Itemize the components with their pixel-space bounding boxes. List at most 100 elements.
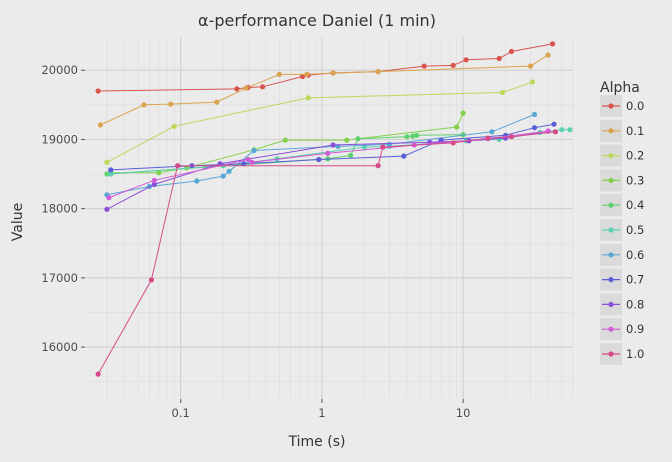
legend-key-marker [608,252,614,258]
data-point [148,277,154,283]
data-point [567,127,573,133]
data-point [355,136,361,142]
series-1.0 [95,129,559,377]
data-point [251,147,257,154]
data-point [260,84,266,90]
legend-key-marker [608,326,614,332]
y-tick-label: 16000 [41,340,78,354]
data-point [463,57,469,63]
plot-panel [85,37,573,399]
data-point [95,88,101,94]
y-axis-title: Value [10,203,26,241]
data-point [141,102,147,108]
data-point [104,159,110,165]
legend-label: 0.6 [626,248,644,262]
legend-label: 0.0 [626,99,644,113]
legend-label: 1.0 [626,347,644,361]
data-point [276,71,282,77]
data-point [348,152,354,158]
data-point [151,177,157,183]
data-point [274,156,280,162]
x-axis-title: Time (s) [288,434,346,450]
data-point [194,178,200,184]
data-point [330,142,336,148]
data-point [151,181,157,187]
x-tick-label: 10 [456,406,471,420]
data-point [330,70,336,76]
data-point [401,153,407,159]
legend-key-marker [608,277,614,283]
legend-item: 0.0 [600,95,644,117]
data-point [496,55,502,62]
data-point [380,144,386,150]
data-point [531,125,538,131]
data-point [529,79,536,85]
legend-label: 0.4 [626,198,644,212]
legend-title: Alpha [600,80,640,96]
data-point [527,63,534,69]
legend-item: 0.9 [600,318,644,341]
legend-item: 0.5 [600,219,644,241]
legend-item: 0.6 [600,243,644,266]
legend-items: 0.0 0.1 0.2 0.3 0.4 0.5 0.6 0.7 0.8 0.9 1.0 [600,95,644,365]
legend-label: 0.5 [626,223,644,237]
data-point [489,129,495,135]
data-point [404,134,410,140]
data-point [552,129,559,135]
data-point [95,371,101,377]
data-point [414,132,420,138]
y-tick-label: 17000 [41,271,78,285]
data-point [508,48,515,55]
x-tick-label: 1 [318,406,325,420]
data-point [214,99,220,105]
data-point [508,134,515,140]
legend-label: 0.3 [626,173,644,187]
data-point [243,85,249,91]
data-point [410,133,416,139]
axes: 0.1 1 10 16000 17000 18000 19000 20000 [41,63,470,420]
data-point [245,156,251,163]
data-point [108,171,114,177]
data-point [175,163,181,169]
data-point [325,150,331,156]
x-tick-label: 0.1 [172,406,190,420]
y-tick-label: 19000 [41,132,78,146]
series-layer [95,41,573,377]
legend-key-marker [608,202,614,208]
series-line [106,130,549,210]
legend-item: 0.1 [600,119,644,142]
series-0.7 [108,121,557,173]
data-point [316,156,322,163]
legend-key-marker [608,153,614,159]
legend-label: 0.9 [626,322,644,336]
chart-title: α-performance Daniel (1 min) [198,11,436,30]
data-point [551,121,557,127]
data-point [106,195,112,201]
series-0.1 [97,52,551,128]
legend-label: 0.7 [626,273,644,287]
legend-item: 1.0 [600,343,644,365]
legend-key-marker [608,177,614,183]
data-point [249,159,255,165]
legend-item: 0.4 [600,194,644,217]
data-point [220,173,226,179]
legend-key-marker [608,227,614,233]
legend-key-marker [608,128,614,134]
grid-lines [85,37,574,399]
data-point [550,41,556,47]
data-point [421,63,427,69]
y-tick-label: 18000 [41,202,78,216]
legend-label: 0.2 [626,149,644,163]
series-0.2 [104,79,536,165]
data-point [171,123,177,129]
data-point [282,137,288,143]
data-point [450,62,456,68]
legend-label: 0.1 [626,124,644,138]
data-point [104,206,110,212]
data-point [108,167,114,173]
legend-item: 0.8 [600,293,644,316]
data-point [499,89,506,95]
data-point [375,163,381,169]
